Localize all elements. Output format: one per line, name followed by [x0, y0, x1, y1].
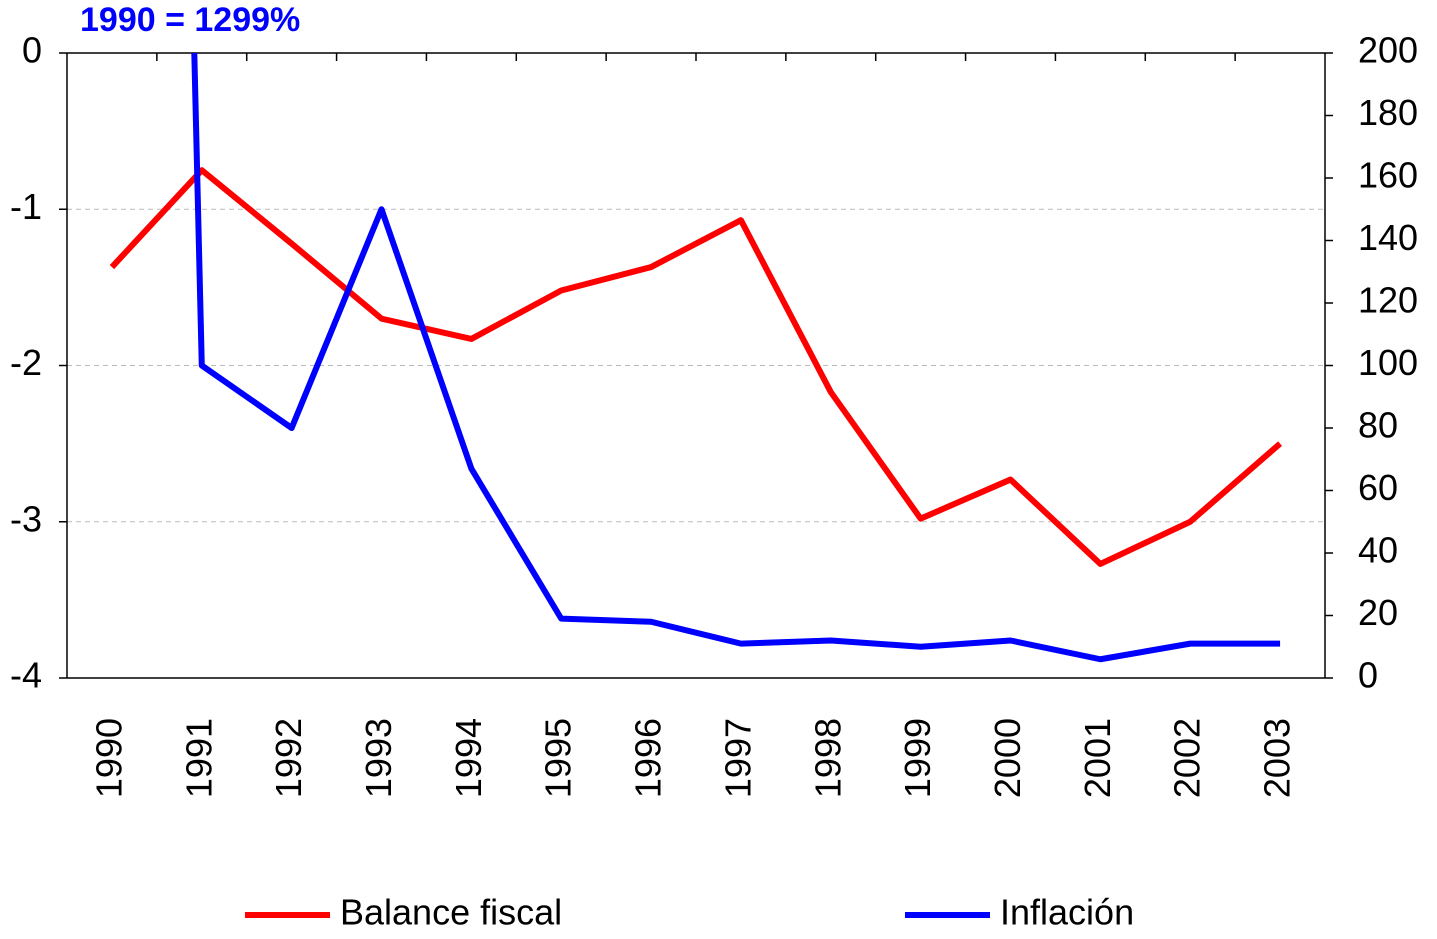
x-tick-label: 1997	[717, 718, 758, 798]
y2-tick-label: 180	[1358, 92, 1418, 133]
plot-area	[109, 53, 1283, 663]
y2-tick-label: 200	[1358, 30, 1418, 71]
y2-tick-label: 80	[1358, 405, 1398, 446]
y2-tick-label: 20	[1358, 592, 1398, 633]
series-line	[109, 167, 1283, 567]
y-tick-label: 0	[22, 30, 42, 71]
y-tick-label: -3	[10, 498, 42, 539]
x-tick-label: 1999	[897, 718, 938, 798]
y2-tick-label: 160	[1358, 155, 1418, 196]
x-tick-label: 1996	[628, 718, 669, 798]
x-tick-label: 1991	[178, 718, 219, 798]
x-tick-label: 2003	[1257, 718, 1298, 798]
x-tick-label: 1993	[358, 718, 399, 798]
y-tick-label: -2	[10, 342, 42, 383]
x-tick-label: 1995	[538, 718, 579, 798]
legend-label: Inflación	[1000, 892, 1134, 933]
annotation: 1990 = 1299%	[80, 1, 300, 39]
x-tick-label: 1990	[88, 718, 129, 798]
y-tick-label: -4	[10, 655, 42, 696]
y-tick-label: -1	[10, 186, 42, 227]
y2-tick-label: 100	[1358, 342, 1418, 383]
x-tick-label: 1994	[448, 718, 489, 798]
x-tick-label: 2000	[987, 718, 1028, 798]
y2-tick-label: 120	[1358, 280, 1418, 321]
x-tick-label: 1998	[807, 718, 848, 798]
series-line	[191, 53, 1281, 663]
x-tick-label: 2001	[1077, 718, 1118, 798]
x-tick-label: 2002	[1167, 718, 1208, 798]
y2-tick-label: 40	[1358, 530, 1398, 571]
legend-label: Balance fiscal	[340, 892, 562, 933]
y2-tick-label: 140	[1358, 217, 1418, 258]
y2-tick-label: 0	[1358, 655, 1378, 696]
x-tick-label: 1992	[268, 718, 309, 798]
y2-tick-label: 60	[1358, 467, 1398, 508]
